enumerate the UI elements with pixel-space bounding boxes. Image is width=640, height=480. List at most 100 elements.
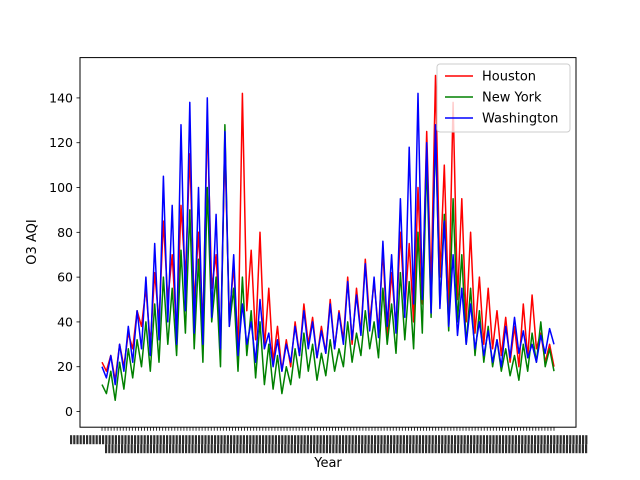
legend: Houston New York Washington <box>436 63 571 133</box>
x-tick-label-smear <box>178 444 181 454</box>
x-tick-label-smear <box>127 444 130 454</box>
x-tick-label-smear <box>319 435 322 445</box>
x-tick-label-smear <box>114 435 117 445</box>
x-tick-label-smear <box>284 435 287 445</box>
x-tick-label-smear <box>137 435 140 445</box>
x-tick-label-smear <box>245 444 248 454</box>
x-axis-label: Year <box>313 456 342 471</box>
y-tick-label: 60 <box>57 270 73 285</box>
legend-label-new-york: New York <box>482 91 542 106</box>
x-tick-label-smear <box>197 444 200 454</box>
x-tick-label-smear <box>415 444 418 454</box>
x-tick-label-smear <box>543 435 546 445</box>
x-tick-label-smear <box>399 444 402 454</box>
x-tick-label-smear <box>165 444 168 454</box>
x-tick-label-smear <box>489 435 492 445</box>
x-tick-label-smear <box>527 435 530 445</box>
x-tick-label-smear <box>572 444 575 454</box>
x-tick-label-smear <box>207 444 210 454</box>
y-tick-label: 140 <box>49 90 73 105</box>
x-tick-label-smear <box>389 444 392 454</box>
x-tick-label-smear <box>361 444 364 454</box>
x-tick-label-smear <box>146 435 149 445</box>
x-tick-label-smear <box>495 435 498 445</box>
x-tick-label-smear <box>364 444 367 454</box>
x-tick-label-smear <box>194 435 197 445</box>
x-tick-label-smear <box>271 444 274 454</box>
x-tick-label-smear <box>111 435 114 445</box>
x-tick-label-smear <box>514 444 517 454</box>
x-tick-label-smear <box>185 435 188 445</box>
x-tick-label-smear <box>236 444 239 454</box>
x-tick-label-smear <box>130 435 133 445</box>
x-tick-label-smear <box>329 444 332 454</box>
x-tick-label-smear <box>322 435 325 445</box>
x-tick-label-smear <box>105 435 108 445</box>
x-tick-label-smear <box>345 444 348 454</box>
x-tick-label-smear <box>575 444 578 454</box>
x-tick-label-smear <box>508 444 511 454</box>
x-tick-label-smear <box>575 435 578 445</box>
x-tick-label-smear <box>428 435 431 445</box>
x-tick-label-smear <box>153 444 156 454</box>
x-tick-label-smear <box>374 435 377 445</box>
x-tick-label-smear <box>188 435 191 445</box>
x-tick-label-smear <box>185 444 188 454</box>
x-tick-label-smear <box>562 435 565 445</box>
x-tick-label-smear <box>335 444 338 454</box>
x-tick-label-smear <box>220 444 223 454</box>
x-tick-label-smear <box>466 444 469 454</box>
x-tick-label-smear <box>201 444 204 454</box>
x-tick-label-smear <box>111 444 114 454</box>
x-tick-label-smear <box>431 435 434 445</box>
x-tick-label-smear <box>287 435 290 445</box>
x-tick-label-smear <box>233 444 236 454</box>
x-tick-label-smear <box>380 435 383 445</box>
x-tick-label-smear <box>309 444 312 454</box>
x-tick-label-smear <box>386 435 389 445</box>
x-tick-label-smear <box>447 435 450 445</box>
x-tick-label-smear <box>511 444 514 454</box>
x-tick-label-smear <box>501 444 504 454</box>
x-tick-label-smear <box>156 444 159 454</box>
y-tick-label: 80 <box>57 225 73 240</box>
x-tick-label-smear <box>582 435 585 445</box>
x-tick-label-smear <box>239 435 242 445</box>
x-tick-label-smear <box>511 435 514 445</box>
x-tick-label-smear <box>405 444 408 454</box>
x-tick-label-smear <box>450 444 453 454</box>
x-tick-label-smear <box>297 444 300 454</box>
x-tick-label-smear <box>566 435 569 445</box>
x-tick-label-smear <box>70 435 73 445</box>
x-tick-label-smear <box>326 435 329 445</box>
x-tick-label-smear <box>454 435 457 445</box>
x-tick-label-smear <box>306 444 309 454</box>
x-tick-label-smear <box>217 444 220 454</box>
x-tick-label-smear <box>489 444 492 454</box>
x-tick-label-smear <box>281 444 284 454</box>
x-tick-label-smear <box>543 444 546 454</box>
x-tick-label-smear <box>172 444 175 454</box>
x-tick-label-smear <box>434 444 437 454</box>
x-tick-label-smear <box>322 444 325 454</box>
x-tick-label-smear <box>143 444 146 454</box>
x-tick-label-smear <box>229 444 232 454</box>
x-tick-label-smear <box>79 435 82 445</box>
x-tick-label-smear <box>370 435 373 445</box>
x-tick-label-smear <box>249 444 252 454</box>
x-tick-label-smear <box>534 435 537 445</box>
x-tick-label-smear <box>249 435 252 445</box>
x-tick-label-smear <box>537 435 540 445</box>
x-tick-label-smear <box>162 435 165 445</box>
x-tick-label-smear <box>572 435 575 445</box>
x-tick-label-smear <box>396 444 399 454</box>
x-tick-label-smear <box>92 435 95 445</box>
x-tick-label-smear <box>306 435 309 445</box>
x-tick-label-smear <box>505 435 508 445</box>
x-tick-label-smear <box>431 444 434 454</box>
x-tick-label-smear <box>242 444 245 454</box>
x-tick-label-smear <box>508 435 511 445</box>
x-tick-label-smear <box>169 444 172 454</box>
x-tick-label-smear <box>159 435 162 445</box>
